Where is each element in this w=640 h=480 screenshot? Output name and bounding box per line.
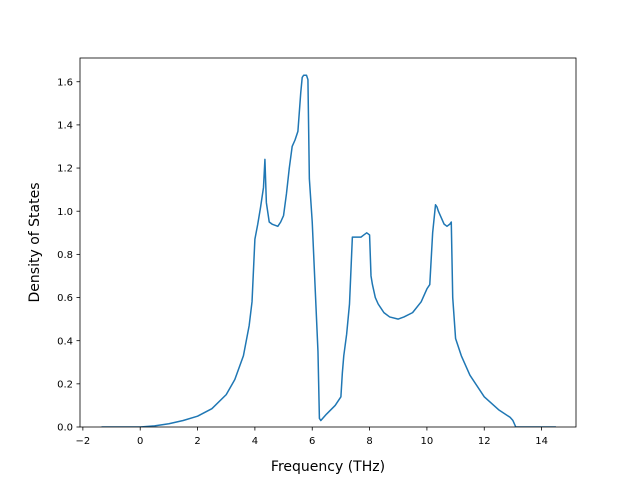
- x-tick-label: 8: [366, 436, 372, 447]
- x-tick-label: 6: [309, 436, 315, 447]
- x-tick-label: −2: [75, 436, 90, 447]
- y-tick-label: 0.2: [57, 379, 73, 390]
- x-tick-label: 4: [252, 436, 258, 447]
- y-tick-label: 1.2: [57, 164, 73, 175]
- y-tick-label: 0.6: [57, 293, 73, 304]
- x-tick-label: 10: [421, 436, 434, 447]
- plot-area: [79, 57, 577, 428]
- x-tick-label: 12: [478, 436, 491, 447]
- y-tick-label: 1.6: [57, 77, 73, 88]
- axes-frame: [79, 57, 577, 428]
- dos-series-line-0: [101, 74, 556, 427]
- x-tick-label: 2: [194, 436, 200, 447]
- y-tick-label: 0.8: [57, 250, 73, 261]
- x-axis-label: Frequency (THz): [271, 459, 385, 475]
- y-tick-label: 0.4: [57, 336, 73, 347]
- x-tick-label: 0: [137, 436, 143, 447]
- x-axis-ticks: −2 0 2 4 6 8 10 12 14: [75, 427, 548, 447]
- x-tick-label: 14: [535, 436, 548, 447]
- y-axis-ticks: 0.0 0.2 0.4 0.6 0.8 1.0 1.2 1.4 1.6: [57, 77, 80, 434]
- y-axis-label: Density of States: [27, 183, 43, 303]
- y-tick-label: 0.0: [57, 423, 73, 434]
- y-tick-label: 1.4: [57, 120, 73, 131]
- y-tick-label: 1.0: [57, 207, 73, 218]
